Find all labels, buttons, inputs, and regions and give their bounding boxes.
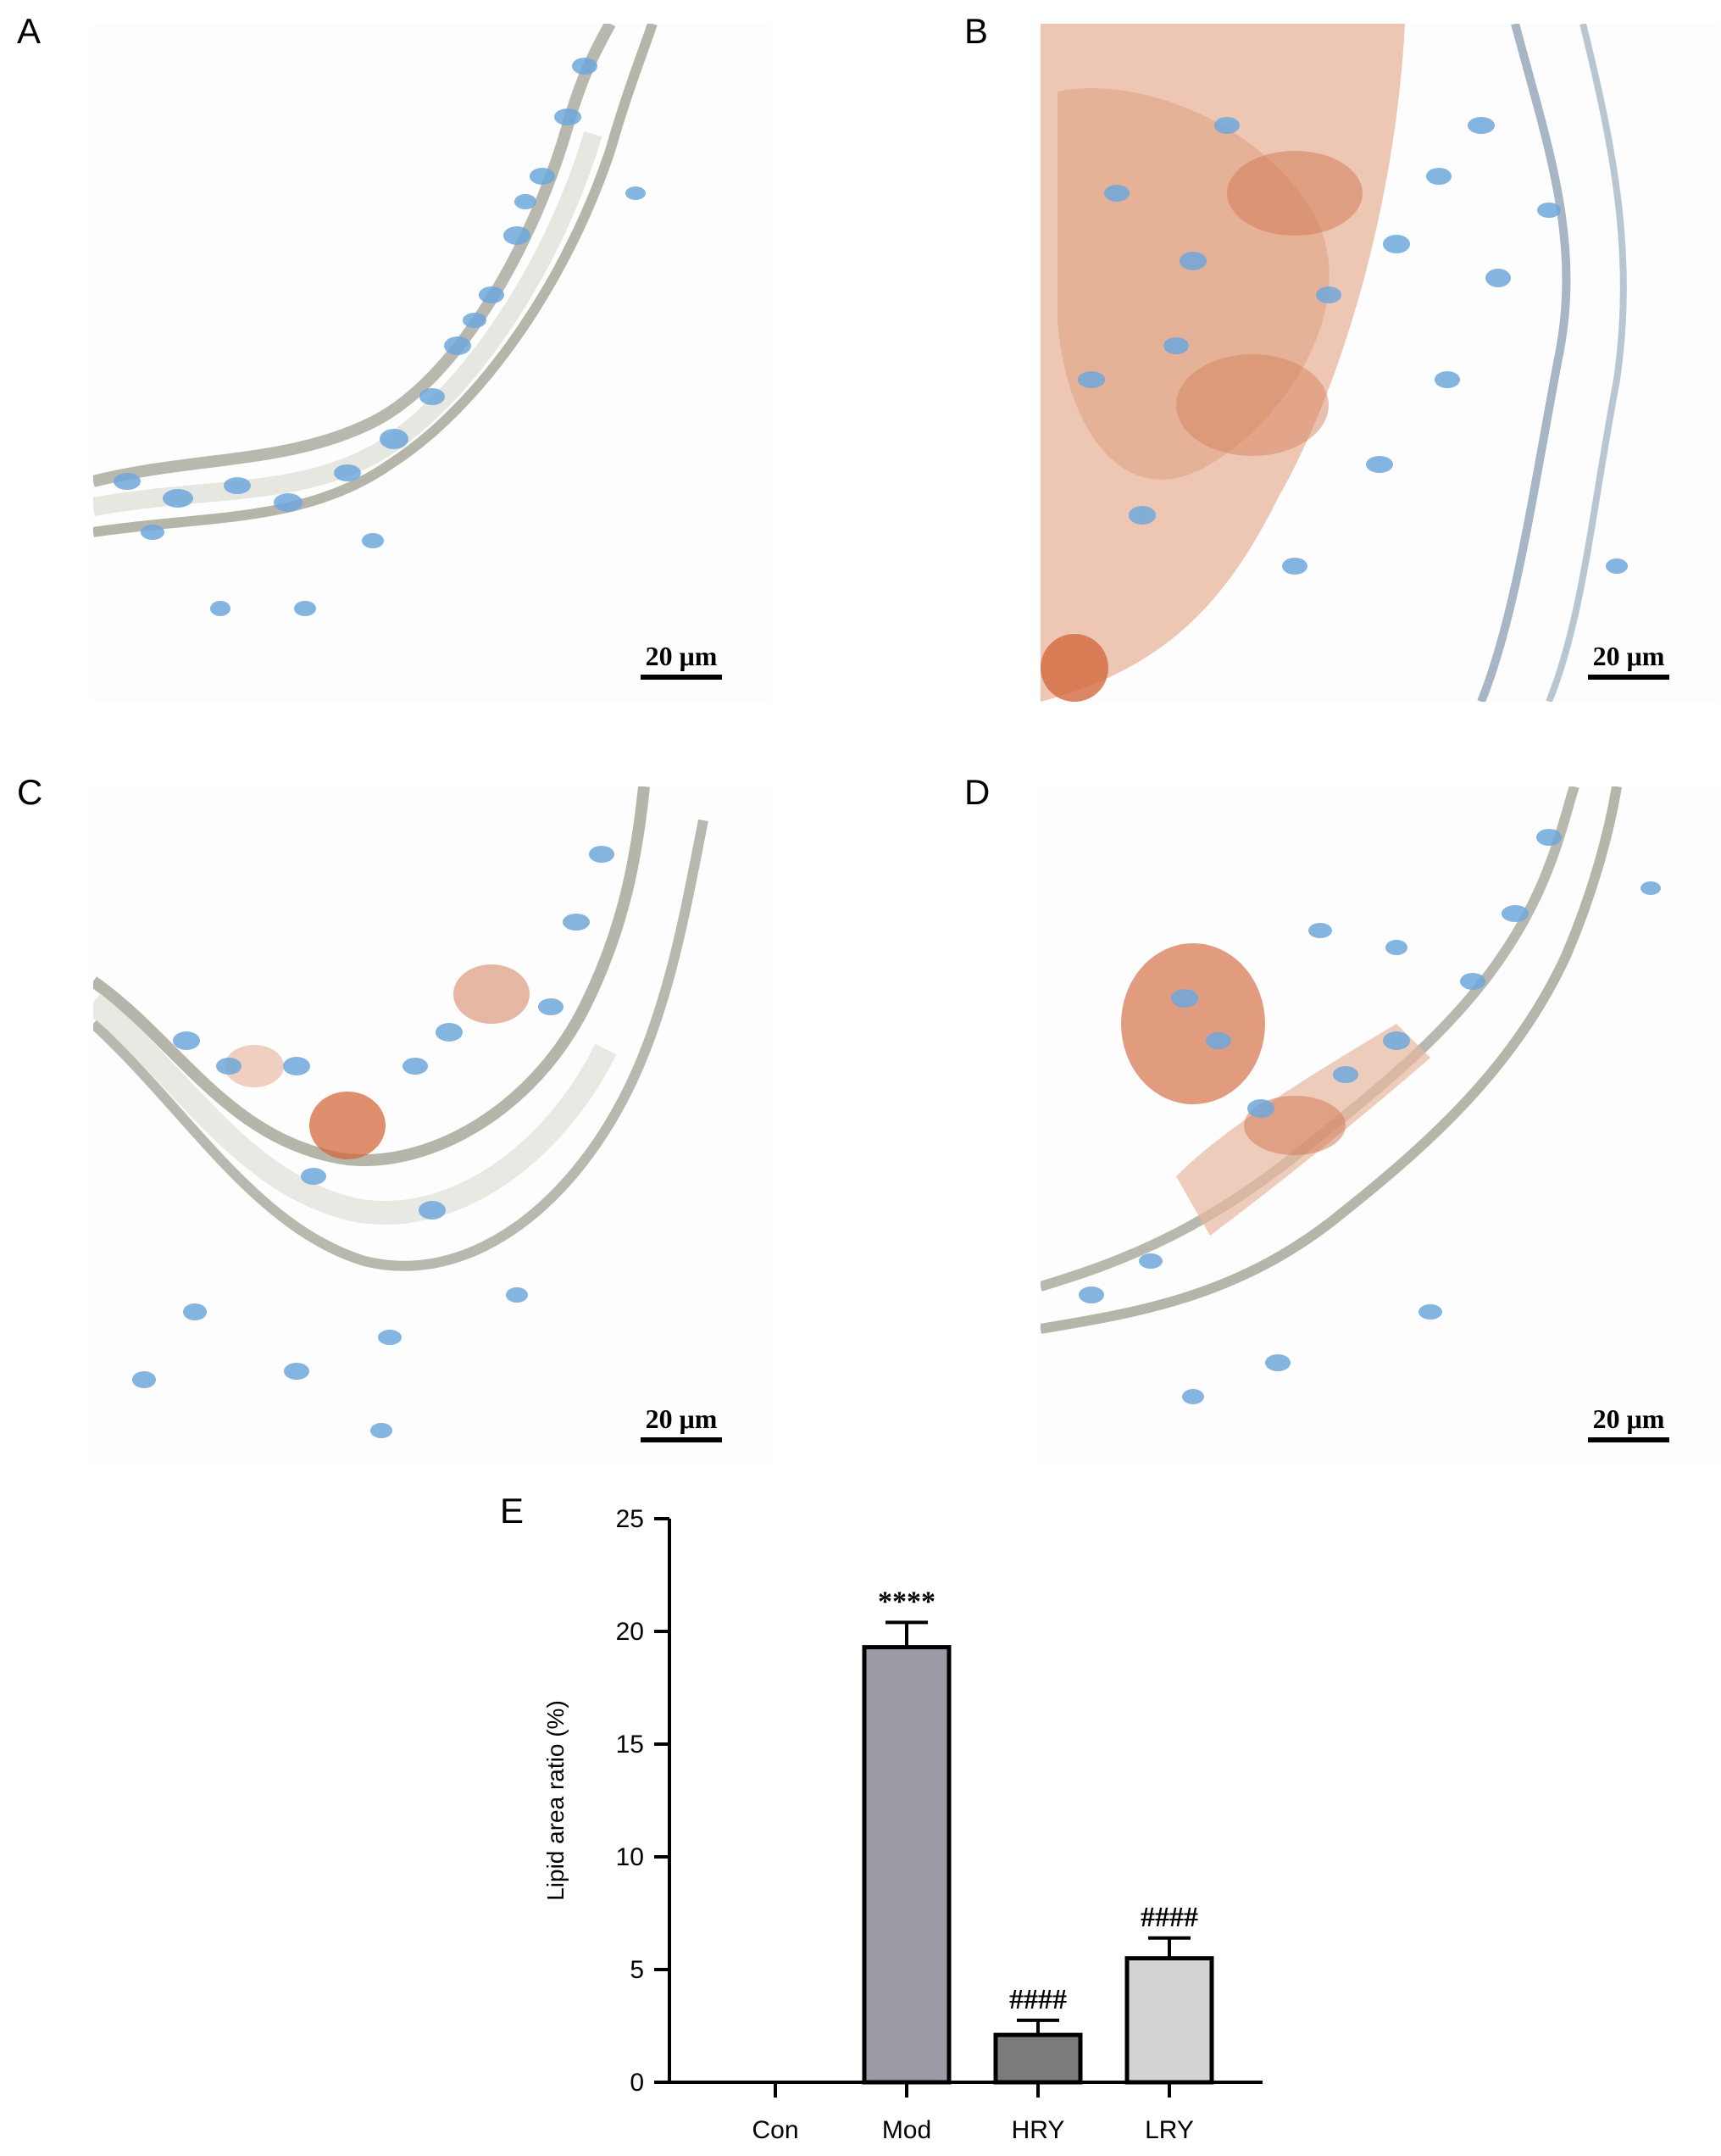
scalebar-a-line — [641, 675, 722, 680]
scalebar-d-label: 20 μm — [1592, 1403, 1665, 1434]
micrograph-b: 20 μm — [1041, 24, 1718, 702]
panel-letter-c: C — [17, 772, 43, 812]
y-tick-label: 15 — [616, 1731, 644, 1759]
y-tick-label: 25 — [616, 1505, 644, 1533]
scalebar-b-label: 20 μm — [1592, 641, 1665, 671]
micrograph-c: 20 μm — [93, 786, 771, 1464]
scalebar-b: 20 μm — [1586, 642, 1671, 680]
bar-hry — [993, 2032, 1083, 2085]
panel-letter-a: A — [17, 11, 42, 51]
micrograph-d-image — [1041, 786, 1718, 1464]
scalebar-c-line — [641, 1437, 722, 1442]
panel-letter-b: B — [964, 11, 989, 51]
y-axis-label: Lipid area ratio (%) — [542, 1700, 569, 1901]
micrograph-c-image — [93, 786, 771, 1464]
micrograph-d: 20 μm — [1041, 786, 1718, 1464]
x-tick-label-mod: Mod — [882, 2116, 931, 2144]
scalebar-b-line — [1588, 675, 1669, 680]
panel-letter-e: E — [500, 1491, 525, 1531]
y-tick-label: 20 — [616, 1618, 644, 1646]
scalebar-a-label: 20 μm — [645, 641, 718, 671]
significance-lry: #### — [1141, 1902, 1198, 1933]
x-tick-label-con: Con — [752, 2116, 798, 2144]
micrograph-b-image — [1041, 24, 1718, 702]
bar-lry — [1124, 1956, 1214, 2085]
scalebar-c-label: 20 μm — [645, 1403, 718, 1434]
scalebar-a: 20 μm — [639, 642, 724, 680]
x-tick-label-hry: HRY — [1012, 2116, 1065, 2144]
x-tick-label-lry: LRY — [1145, 2116, 1194, 2144]
y-tick-label: 10 — [616, 1843, 644, 1871]
y-tick-label: 5 — [630, 1956, 644, 1984]
significance-mod: **** — [878, 1586, 935, 1617]
scalebar-d-line — [1588, 1437, 1669, 1442]
y-tick-label: 0 — [630, 2069, 644, 2097]
micrograph-a-image — [93, 24, 771, 702]
bar-mod — [862, 1645, 952, 2085]
scalebar-d: 20 μm — [1586, 1405, 1671, 1442]
panel-letter-d: D — [964, 772, 991, 812]
scalebar-c: 20 μm — [639, 1405, 724, 1442]
bar-chart-e: Lipid area ratio (%) 0 5 10 15 20 25 Con **** Mo… — [483, 1492, 1347, 2152]
bar-chart-svg: Lipid area ratio (%) 0 5 10 15 20 25 Con **** Mo… — [542, 1505, 1263, 2144]
significance-hry: #### — [1009, 1984, 1067, 2015]
micrograph-a: 20 μm — [93, 24, 771, 702]
